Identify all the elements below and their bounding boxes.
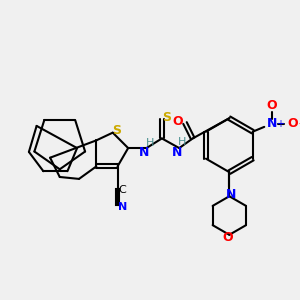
Text: S: S [162, 111, 171, 124]
Text: -: - [298, 118, 300, 130]
Text: O: O [288, 118, 298, 130]
Text: O: O [267, 99, 277, 112]
Text: N: N [172, 146, 182, 159]
Text: N: N [267, 118, 277, 130]
Text: H: H [178, 137, 186, 147]
Text: N: N [138, 146, 149, 159]
Text: C: C [118, 185, 126, 196]
Text: O: O [222, 231, 233, 244]
Text: N: N [226, 188, 236, 201]
Text: +: + [276, 119, 284, 129]
Text: N: N [118, 202, 127, 212]
Text: S: S [112, 124, 121, 137]
Text: O: O [172, 115, 183, 128]
Text: H: H [146, 138, 154, 148]
